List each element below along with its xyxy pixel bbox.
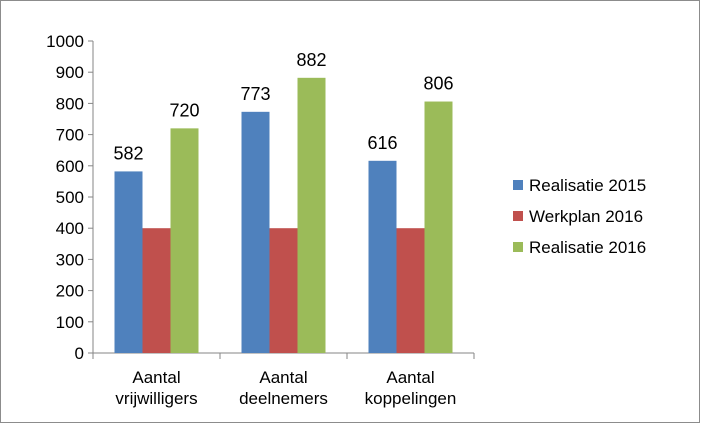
data-label: 582 [113, 143, 143, 163]
x-category-label: Aantal koppelingen [365, 368, 457, 408]
data-label: 806 [423, 74, 453, 94]
x-category-label: Aantal vrijwilligers [115, 368, 197, 408]
bars [114, 77, 453, 353]
y-tick-label: 800 [56, 94, 84, 113]
bar [368, 160, 397, 353]
y-axis: 0 100 200 300 400 500 600 700 800 900 1000 [46, 32, 94, 363]
legend-swatch [513, 242, 523, 252]
y-tick-label: 300 [56, 250, 84, 269]
y-tick-label: 900 [56, 63, 84, 82]
bar [142, 228, 171, 353]
bar [424, 101, 453, 353]
data-label: 882 [296, 50, 326, 70]
legend-label: Realisatie 2015 [529, 176, 646, 195]
bar [269, 228, 298, 353]
bar [114, 171, 143, 353]
legend-label: Werkplan 2016 [529, 207, 643, 226]
y-tick-label: 0 [75, 344, 84, 363]
y-tick-label: 600 [56, 157, 84, 176]
data-labels: 582 720 773 882 616 806 [113, 50, 453, 164]
x-category-label: Aantal deelnemers [239, 368, 328, 408]
y-tick-label: 200 [56, 282, 84, 301]
legend-label: Realisatie 2016 [529, 238, 646, 257]
x-axis: Aantal vrijwilligers Aantal deelnemers Aanta… [92, 352, 475, 408]
data-label: 773 [240, 84, 270, 104]
legend-swatch [513, 211, 523, 221]
data-label: 616 [367, 133, 397, 153]
data-label: 720 [169, 100, 199, 120]
y-tick-label: 1000 [46, 32, 84, 51]
bar [170, 128, 199, 353]
bar [297, 77, 326, 353]
bar [396, 228, 425, 353]
y-tick-label: 700 [56, 126, 84, 145]
y-tick-label: 400 [56, 219, 84, 238]
bar [241, 111, 270, 353]
y-tick-label: 500 [56, 188, 84, 207]
y-tick-label: 100 [56, 313, 84, 332]
legend-swatch [513, 180, 523, 190]
legend: Realisatie 2015 Werkplan 2016 Realisatie 2… [513, 176, 646, 257]
